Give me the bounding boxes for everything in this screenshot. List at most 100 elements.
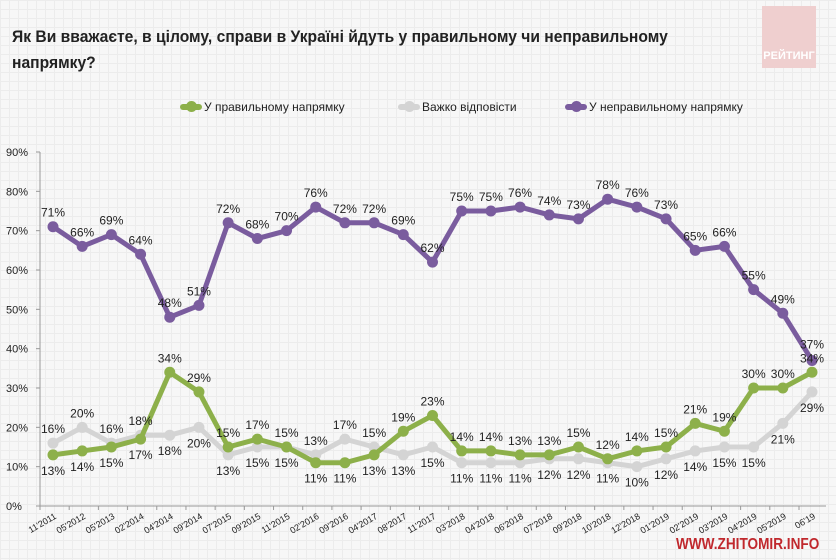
data-label: 69% bbox=[99, 214, 123, 228]
data-point bbox=[485, 457, 497, 469]
data-point bbox=[310, 457, 322, 469]
data-point bbox=[427, 410, 438, 422]
data-point bbox=[47, 449, 59, 461]
data-point bbox=[485, 445, 497, 457]
y-tick-label: 30% bbox=[6, 383, 28, 395]
data-label: 76% bbox=[304, 186, 328, 200]
data-point bbox=[485, 205, 497, 217]
y-tick-label: 20% bbox=[6, 422, 28, 434]
data-label: 11% bbox=[479, 472, 502, 486]
x-tick-label: 06'19 bbox=[793, 511, 817, 531]
x-tick-label: 10'2018 bbox=[580, 511, 613, 536]
y-tick-label: 90% bbox=[6, 147, 28, 159]
data-point bbox=[660, 453, 672, 465]
data-label: 55% bbox=[742, 269, 766, 283]
data-label: 49% bbox=[771, 292, 795, 306]
x-tick-label: 11'2017 bbox=[406, 511, 438, 535]
data-label: 18% bbox=[129, 414, 153, 428]
data-point bbox=[456, 445, 468, 457]
data-point bbox=[339, 457, 351, 469]
data-label: 21% bbox=[771, 432, 795, 446]
data-label: 14% bbox=[479, 430, 503, 444]
data-point bbox=[806, 386, 818, 398]
data-label: 29% bbox=[187, 371, 211, 385]
x-tick-label: 02'2019 bbox=[668, 511, 701, 536]
data-label: 12% bbox=[596, 438, 620, 452]
x-tick-label: 05'2012 bbox=[55, 511, 88, 536]
data-label: 30% bbox=[771, 367, 795, 381]
data-point bbox=[689, 445, 701, 457]
data-label: 72% bbox=[333, 202, 357, 216]
data-point bbox=[368, 449, 380, 461]
data-point bbox=[689, 417, 701, 429]
legend: У правильному напрямку Важко відповісти … bbox=[0, 100, 836, 120]
data-point bbox=[47, 221, 59, 233]
data-label: 15% bbox=[216, 426, 240, 440]
data-point bbox=[135, 433, 147, 445]
data-point bbox=[748, 441, 760, 453]
data-label: 15% bbox=[742, 456, 766, 470]
data-point bbox=[397, 425, 409, 437]
data-label: 11% bbox=[509, 472, 532, 486]
data-point bbox=[164, 429, 176, 441]
data-point bbox=[806, 366, 818, 378]
data-point bbox=[105, 441, 117, 453]
y-tick-label: 80% bbox=[6, 186, 28, 198]
data-point bbox=[105, 229, 117, 241]
data-label: 20% bbox=[187, 436, 211, 450]
data-point bbox=[631, 461, 643, 473]
data-label: 73% bbox=[654, 198, 678, 212]
legend-item-wrong: У неправильному напрямку bbox=[565, 100, 743, 114]
data-label: 73% bbox=[566, 198, 590, 212]
data-point bbox=[76, 445, 88, 457]
data-point bbox=[748, 382, 760, 394]
data-point bbox=[602, 193, 614, 205]
data-label: 15% bbox=[362, 426, 386, 440]
data-point bbox=[281, 441, 293, 453]
data-label: 18% bbox=[158, 444, 182, 458]
data-label: 15% bbox=[420, 456, 444, 470]
data-label: 12% bbox=[537, 468, 561, 482]
data-label: 76% bbox=[625, 186, 649, 200]
data-point bbox=[135, 248, 147, 260]
x-tick-label: 04'2018 bbox=[463, 511, 496, 536]
data-label: 15% bbox=[275, 426, 299, 440]
y-tick-label: 10% bbox=[6, 462, 28, 474]
data-label: 14% bbox=[450, 430, 474, 444]
data-point bbox=[777, 382, 789, 394]
legend-item-hard: Важко відповісти bbox=[398, 100, 517, 114]
data-label: 65% bbox=[683, 229, 707, 243]
watermark: WWW.ZHITOMIR.INFO bbox=[676, 536, 820, 553]
data-point bbox=[251, 233, 263, 245]
data-point bbox=[281, 225, 293, 237]
data-point bbox=[806, 354, 818, 366]
data-point bbox=[76, 421, 88, 433]
y-tick-label: 40% bbox=[6, 344, 28, 356]
data-label: 34% bbox=[800, 351, 824, 365]
data-point bbox=[777, 307, 789, 319]
data-label: 15% bbox=[245, 456, 269, 470]
x-tick-label: 05'2019 bbox=[755, 511, 788, 536]
x-tick-label: 11'2015 bbox=[260, 511, 292, 535]
data-label: 30% bbox=[742, 367, 766, 381]
data-label: 23% bbox=[420, 395, 444, 409]
data-label: 29% bbox=[800, 401, 824, 415]
x-tick-label: 05'2013 bbox=[84, 511, 117, 536]
data-point bbox=[193, 421, 205, 433]
data-label: 69% bbox=[391, 214, 415, 228]
x-tick-label: 07'2015 bbox=[201, 511, 234, 536]
data-label: 48% bbox=[158, 296, 182, 310]
data-point bbox=[543, 449, 555, 461]
x-tick-label: 07'2018 bbox=[522, 511, 555, 536]
x-tick-label: 04'2017 bbox=[347, 511, 380, 536]
legend-label: У неправильному напрямку bbox=[589, 100, 743, 114]
data-label: 14% bbox=[683, 460, 707, 474]
x-tick-label: 02'2016 bbox=[288, 511, 321, 536]
x-tick-label: 12'2018 bbox=[609, 511, 642, 536]
data-label: 76% bbox=[508, 186, 532, 200]
data-point bbox=[718, 240, 730, 252]
data-label: 13% bbox=[508, 434, 532, 448]
data-point bbox=[310, 449, 322, 461]
data-point bbox=[164, 311, 176, 323]
